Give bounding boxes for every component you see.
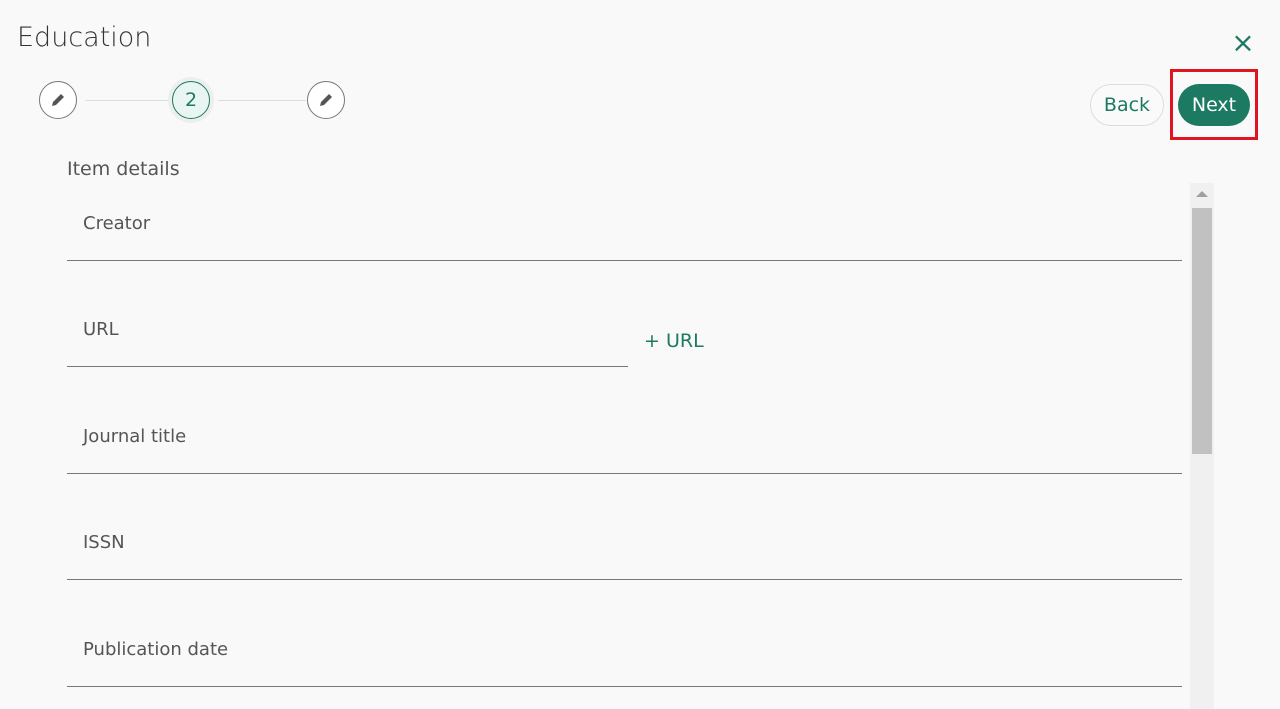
url-field[interactable]: URL (67, 307, 628, 367)
issn-field[interactable]: ISSN (67, 520, 1182, 580)
dialog-title: Education (17, 22, 152, 53)
field-label: Creator (83, 213, 151, 234)
step-1[interactable] (39, 81, 77, 119)
field-label: ISSN (83, 532, 125, 553)
scrollbar-thumb[interactable] (1192, 208, 1212, 454)
close-icon[interactable]: × (1231, 26, 1255, 59)
journal-title-field[interactable]: Journal title (67, 414, 1182, 474)
add-url-label: URL (665, 330, 704, 352)
publication-date-field[interactable]: Publication date (67, 627, 1182, 687)
plus-icon: + (644, 330, 666, 352)
pencil-icon (320, 94, 332, 106)
highlight-box (1170, 69, 1258, 140)
add-url-button[interactable]: + URL (644, 330, 704, 352)
step-number: 2 (184, 89, 198, 111)
creator-field[interactable]: Creator (67, 201, 1182, 261)
section-title: Item details (67, 158, 180, 180)
field-label: Journal title (83, 426, 187, 447)
pencil-icon (52, 94, 64, 106)
step-3[interactable] (307, 81, 345, 119)
step-2[interactable]: 2 (172, 81, 210, 119)
stepper-connector (85, 100, 173, 101)
stepper-connector (218, 100, 306, 101)
scrollbar[interactable] (1190, 183, 1214, 709)
field-label: URL (83, 319, 119, 340)
scroll-up-arrow-icon[interactable] (1196, 191, 1208, 197)
field-label: Publication date (83, 639, 229, 660)
back-button[interactable]: Back (1090, 84, 1164, 126)
next-button[interactable]: Next (1178, 84, 1250, 126)
